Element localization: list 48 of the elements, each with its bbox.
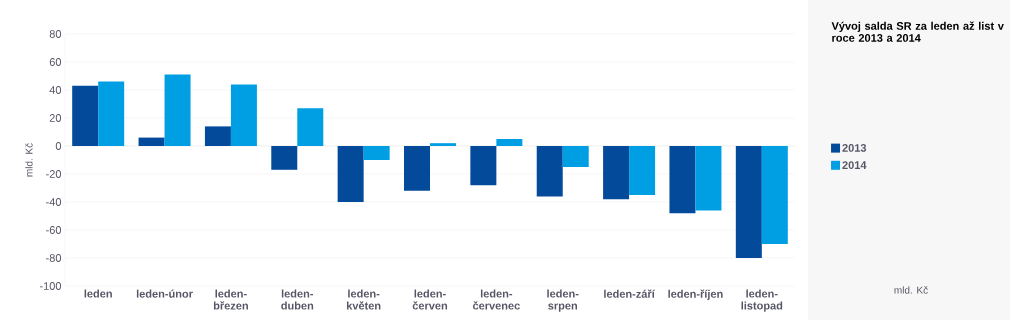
bar <box>98 81 125 146</box>
bar <box>536 145 563 197</box>
x-tick-label: leden-říjen <box>668 289 723 301</box>
bar <box>230 84 257 146</box>
x-tick-label: leden-červen <box>412 289 448 310</box>
bar <box>72 85 99 146</box>
y-tick-label: 0 <box>55 142 62 150</box>
y-tick-label: 40 <box>49 86 62 94</box>
y-axis-title: mld. Kč <box>25 143 33 177</box>
y-tick-label: -60 <box>46 226 62 234</box>
x-tick-label: leden-březen <box>213 289 248 310</box>
bar <box>204 126 231 146</box>
x-tick-label: leden-duben <box>281 289 314 310</box>
text: mld. Kč <box>894 286 928 294</box>
bar <box>629 145 656 195</box>
legend-label: 2013 <box>842 144 867 152</box>
x-tick-label: leden <box>84 289 112 298</box>
y-tick-label: -40 <box>46 198 62 206</box>
y-tick-label: 20 <box>49 114 62 122</box>
bar <box>430 143 456 146</box>
bar <box>735 145 762 258</box>
bar <box>337 145 364 202</box>
bar <box>562 145 589 167</box>
bar <box>164 74 191 146</box>
bar <box>496 138 523 146</box>
bar <box>271 145 298 170</box>
bar <box>470 145 497 186</box>
y-tick-label: -80 <box>46 254 62 262</box>
text: Vývoj salda SR za leden až list v roce 2013 a 2014 <box>831 21 1004 42</box>
x-tick-label: leden-červenec <box>472 289 520 310</box>
bar <box>695 145 722 211</box>
y-tick-label: 60 <box>49 58 62 66</box>
x-tick-label: leden-srpen <box>547 289 579 312</box>
bar <box>138 137 165 146</box>
x-tick-label: leden-září <box>604 289 656 298</box>
bar <box>603 145 630 200</box>
legend-label: 2014 <box>842 161 867 169</box>
bar <box>363 145 390 160</box>
y-tick-label: 80 <box>49 30 62 38</box>
bar <box>297 108 324 146</box>
bar <box>761 145 788 244</box>
x-tick-label: leden-listopad <box>741 289 783 312</box>
bar <box>669 145 696 214</box>
y-tick-label: -100 <box>39 282 62 290</box>
y-tick-label: -20 <box>46 170 62 178</box>
bar <box>404 145 431 191</box>
x-tick-label: leden-únor <box>136 289 193 298</box>
x-tick-label: leden-květen <box>346 289 381 310</box>
